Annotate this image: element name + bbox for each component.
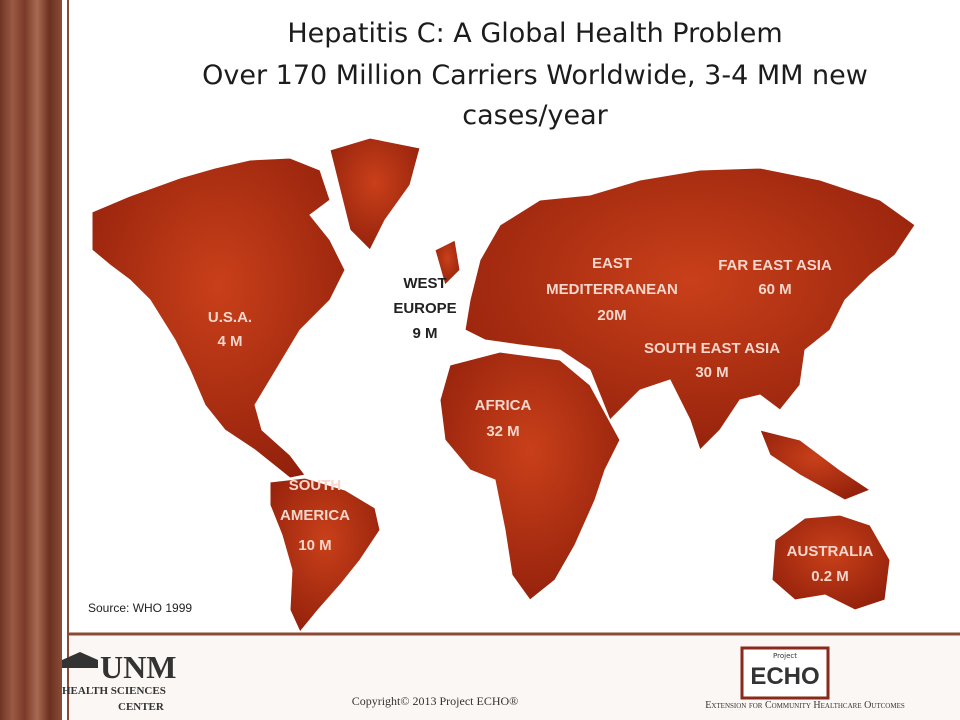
region-label: 60 M (758, 281, 791, 298)
north-america (91, 157, 346, 479)
region-label: AMERICA (280, 507, 350, 524)
region-label: U.S.A. (208, 309, 252, 326)
region-label: SOUTH (289, 477, 342, 494)
world-map (91, 137, 916, 633)
region-label: AFRICA (475, 397, 532, 414)
south-america (269, 477, 381, 633)
region-label: 10 M (298, 537, 331, 554)
title-line: Over 170 Million Carriers Worldwide, 3-4… (202, 60, 868, 91)
region-label: EUROPE (393, 300, 456, 317)
region-label: 20M (597, 307, 626, 324)
region-label: 30 M (695, 364, 728, 381)
region-labels: U.S.A. 4 M WEST EUROPE 9 M EAST MEDITERRANEAN 2… (208, 255, 874, 585)
echo-logo (740, 646, 830, 700)
unm-logo-text: CENTER (118, 701, 165, 713)
region-label: WEST (403, 275, 446, 292)
indonesia (759, 429, 872, 501)
eurasia (464, 167, 916, 451)
unm-logo-text: HEALTH SCIENCES (62, 685, 166, 697)
region-label: SOUTH EAST ASIA (644, 340, 780, 357)
africa (439, 351, 621, 601)
copyright: Copyright© 2013 Project ECHO® (352, 694, 519, 708)
british-isles (434, 239, 461, 286)
echo-logo-text: ECHO (750, 663, 819, 690)
unm-logo: UNM (100, 649, 176, 685)
greenland (329, 137, 421, 251)
region-label: FAR EAST ASIA (718, 257, 832, 274)
echo-tagline: Extension for Community Healthcare Outco… (705, 700, 905, 711)
wood-border (0, 0, 62, 720)
source-note: Source: WHO 1999 (88, 601, 192, 615)
region-label: EAST (592, 255, 632, 272)
region-label: 4 M (217, 333, 242, 350)
title-line: Hepatitis C: A Global Health Problem (287, 18, 782, 49)
region-label: 9 M (412, 325, 437, 342)
region-label: MEDITERRANEAN (546, 281, 678, 298)
echo-logo-small: Project (773, 652, 797, 660)
title-line: cases/year (462, 100, 608, 131)
unm-logo-icon (62, 652, 98, 668)
region-label: 0.2 M (811, 568, 849, 585)
australia (771, 514, 891, 611)
region-label: AUSTRALIA (787, 543, 874, 560)
region-label: 32 M (486, 423, 519, 440)
